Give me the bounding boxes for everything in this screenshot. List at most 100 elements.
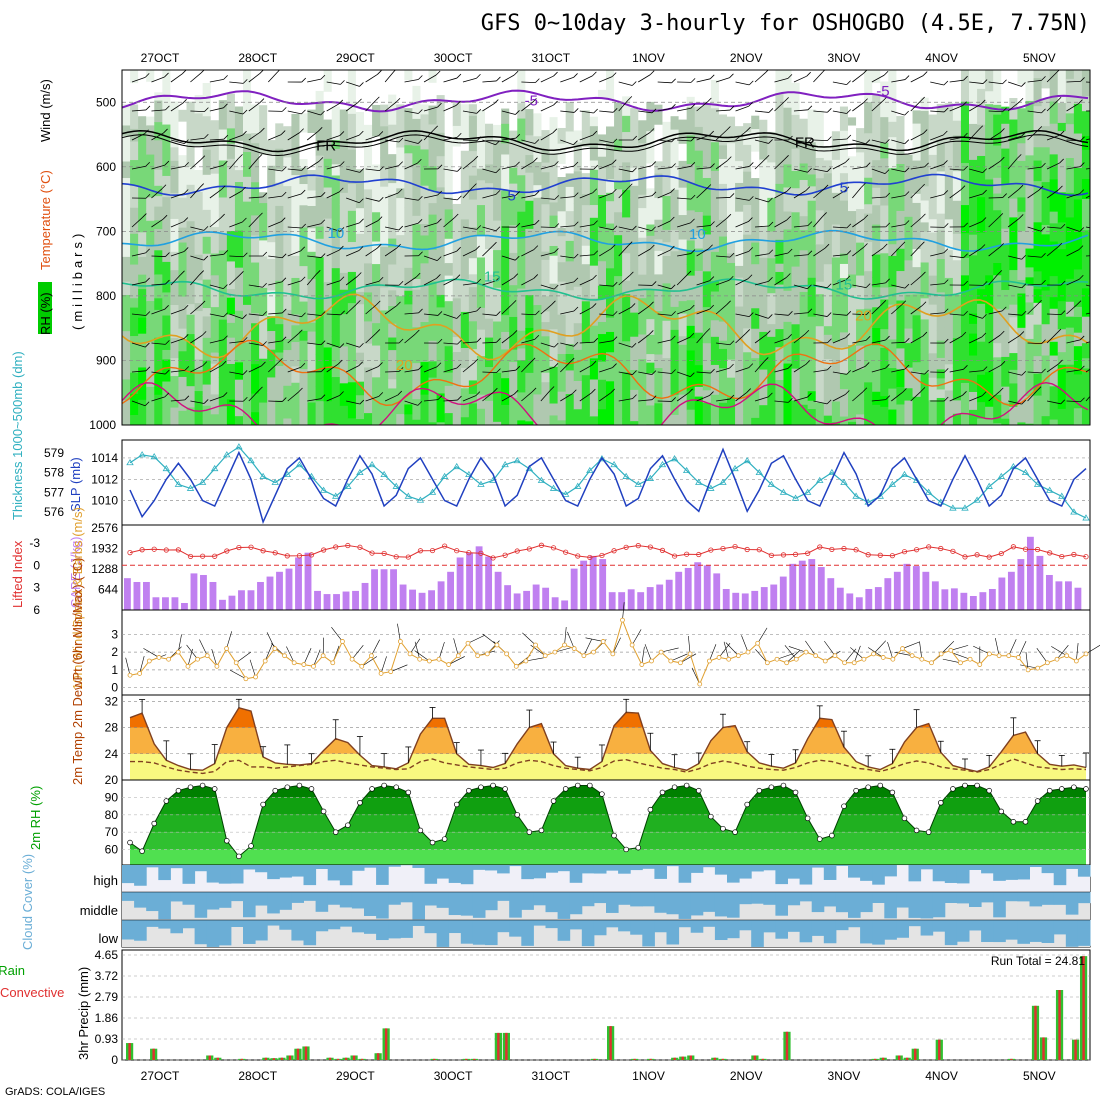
wind-barb — [170, 369, 185, 373]
wind-barb — [443, 104, 457, 112]
wind-barb — [599, 284, 614, 287]
rh-cell — [573, 268, 583, 288]
wind-barb — [969, 313, 983, 319]
wind-barb-flag — [242, 109, 248, 115]
wind-barb-flag — [671, 335, 676, 341]
rh-cell — [1049, 386, 1059, 421]
cape-tick: 2576 — [91, 521, 118, 535]
wind-speed-point — [185, 663, 191, 669]
rh-cell — [1017, 118, 1027, 144]
rh-cell — [589, 358, 599, 381]
rh-cell — [146, 125, 155, 156]
wind-barb — [813, 139, 828, 142]
cloud-fraction — [170, 865, 183, 869]
rh-point — [248, 843, 254, 849]
rh-cell — [848, 117, 857, 127]
rh-cell — [404, 414, 413, 425]
rh-cell — [234, 379, 244, 417]
rh-cell — [452, 352, 462, 380]
wind-barb-flag — [1057, 242, 1063, 248]
rh-cell — [670, 89, 680, 117]
rh-cell — [775, 380, 785, 398]
wind-barb-flag — [650, 244, 655, 250]
wind-barb-flag — [573, 341, 579, 347]
rh-cell — [1001, 106, 1010, 125]
lifted-index-point — [260, 548, 266, 554]
rh-cell — [589, 416, 599, 425]
wind-speed-point — [571, 646, 577, 651]
rh-cell — [952, 102, 962, 122]
wind-barb — [248, 102, 261, 112]
rh-cell — [146, 373, 155, 388]
wind-barb — [969, 395, 983, 402]
cloud-fraction — [218, 892, 232, 908]
rh-cell — [759, 70, 768, 98]
wind-barb — [307, 78, 322, 83]
wind-speed-point — [958, 660, 963, 666]
wind-barb-flag — [433, 125, 438, 131]
wind-barb-flag — [862, 387, 868, 393]
rh-cell — [977, 155, 986, 185]
rh-cell — [581, 90, 591, 111]
wind-barb-flag — [573, 73, 578, 78]
rh-cell — [1009, 304, 1018, 318]
rh-cell — [581, 264, 591, 302]
rh-cell — [501, 256, 510, 281]
wind-barb — [774, 252, 789, 257]
wind-barb — [813, 313, 828, 317]
cloud-fraction — [134, 865, 147, 886]
wind-barb — [462, 362, 475, 373]
wind-barb-flag — [824, 243, 830, 249]
rh-cell — [977, 387, 986, 403]
rh-cell — [839, 253, 849, 265]
rh-cell — [460, 141, 470, 152]
cloud-fraction — [158, 865, 171, 881]
rh-cell — [396, 188, 405, 199]
lifted-index-point — [962, 554, 968, 560]
thickness-point — [186, 484, 195, 491]
thickness-point — [126, 458, 134, 466]
thickness-point — [247, 456, 255, 464]
rh-cell — [912, 371, 922, 398]
cloud-fraction — [279, 892, 292, 910]
rh-cell — [912, 123, 922, 162]
wind-barb — [540, 75, 554, 83]
rh-cell — [807, 99, 817, 111]
wind-barb — [307, 342, 322, 346]
contour-label: 10 — [689, 226, 706, 243]
rh-cell — [307, 81, 317, 97]
rh-cell — [493, 90, 502, 126]
rh-cell — [267, 259, 276, 272]
thickness-point — [404, 492, 413, 499]
rh-cell — [1001, 184, 1010, 193]
rh-cell — [912, 335, 922, 363]
wind-barb — [209, 364, 223, 373]
contour-label: 15 — [836, 276, 853, 293]
rh-cell — [202, 116, 212, 151]
wind-barb — [190, 72, 202, 83]
cloud-fraction — [351, 892, 365, 909]
wind-barb-flag — [243, 252, 248, 258]
rh-cell — [476, 257, 486, 294]
wind-barb — [696, 188, 708, 199]
rh-cell — [727, 328, 736, 347]
cloud-fraction — [690, 892, 704, 916]
rh-cell — [485, 367, 494, 393]
rh-cell — [194, 170, 204, 193]
wind-barb-flag — [512, 330, 518, 335]
rh-cell — [315, 177, 325, 193]
wind-barb-flag — [690, 194, 696, 200]
rh-cell — [501, 154, 510, 192]
rh-cell — [759, 331, 768, 344]
rh-cell — [1081, 96, 1090, 112]
cloud-fraction — [811, 892, 825, 913]
rh-cell — [573, 171, 583, 204]
rh-cell — [783, 107, 793, 137]
wind-barb — [599, 139, 614, 144]
wind-barb — [735, 105, 749, 112]
rh-cell — [928, 304, 938, 319]
rh-cell — [323, 347, 333, 378]
rh-cell — [702, 234, 712, 272]
cloud-fraction — [485, 892, 498, 911]
rh-cell — [347, 271, 357, 304]
